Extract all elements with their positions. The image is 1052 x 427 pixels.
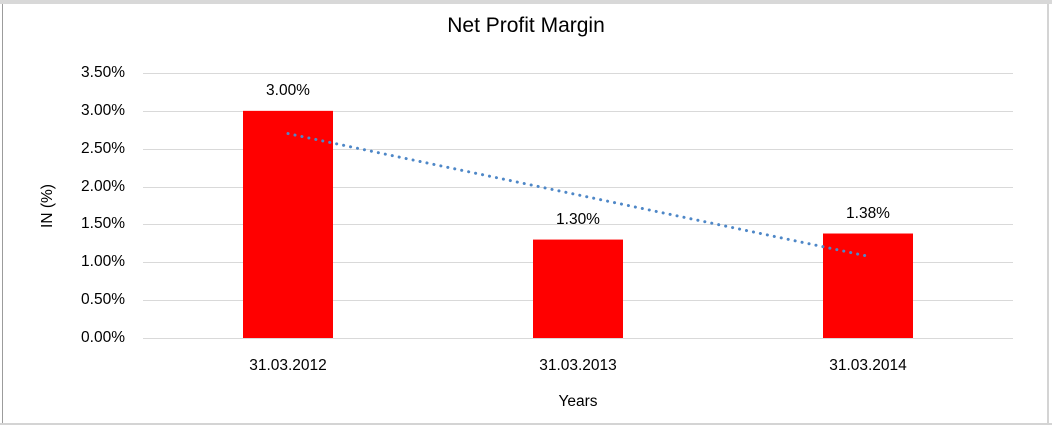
bar-data-label: 1.38% (846, 204, 890, 222)
chart-frame-border-top (0, 0, 1052, 4)
chart-frame-border-right (1047, 4, 1049, 425)
bar-data-label: 3.00% (266, 81, 310, 99)
bar (823, 233, 913, 338)
y-tick-label: 3.00% (81, 102, 125, 119)
y-tick-label: 1.00% (81, 253, 125, 270)
x-axis-title: Years (558, 393, 598, 410)
y-tick-label: 0.00% (81, 329, 125, 346)
bar (243, 110, 333, 338)
y-axis-title: IN (%) (39, 184, 56, 228)
y-tick-label: 1.50% (81, 215, 125, 232)
y-tick-label: 3.50% (81, 64, 125, 81)
y-tick-label: 2.00% (81, 178, 125, 195)
x-tick-label: 31.03.2014 (829, 357, 907, 374)
chart-title: Net Profit Margin (447, 14, 605, 37)
trendline (286, 132, 870, 258)
y-tick-label: 0.50% (81, 291, 125, 308)
bar (533, 239, 623, 338)
x-tick-label: 31.03.2012 (249, 357, 327, 374)
chart-frame-border-bottom (0, 423, 1052, 425)
y-tick-label: 2.50% (81, 140, 125, 157)
chart-frame-border-left (2, 4, 3, 425)
bar-data-label: 1.30% (556, 210, 600, 228)
x-tick-label: 31.03.2013 (539, 357, 617, 374)
